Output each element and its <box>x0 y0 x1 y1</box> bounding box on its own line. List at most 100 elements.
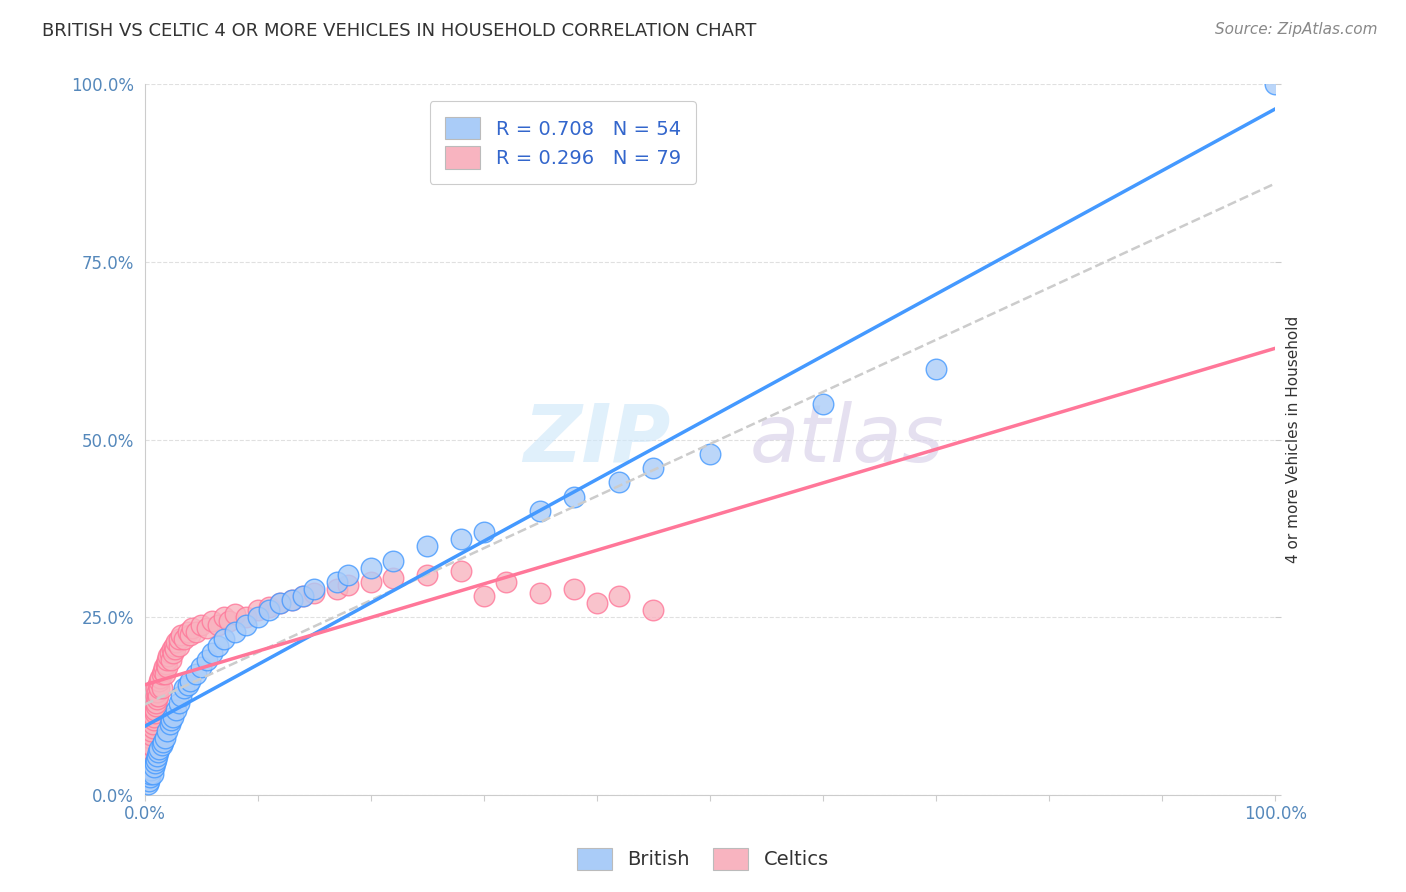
Point <box>201 646 224 660</box>
Point <box>337 567 360 582</box>
Point <box>269 596 291 610</box>
Point <box>925 361 948 376</box>
Point <box>162 710 184 724</box>
Point <box>142 766 165 780</box>
Point <box>143 703 166 717</box>
Point <box>562 490 585 504</box>
Point <box>159 714 181 728</box>
Point <box>184 667 207 681</box>
Point <box>150 667 173 681</box>
Point <box>142 717 165 731</box>
Point <box>450 564 472 578</box>
Y-axis label: 4 or more Vehicles in Household: 4 or more Vehicles in Household <box>1286 316 1301 564</box>
Point <box>136 759 159 773</box>
Point <box>201 614 224 628</box>
Point <box>146 685 169 699</box>
Point <box>167 696 190 710</box>
Point <box>156 653 179 667</box>
Point <box>184 624 207 639</box>
Point <box>212 632 235 646</box>
Point <box>176 624 198 639</box>
Point <box>269 596 291 610</box>
Point <box>176 678 198 692</box>
Point <box>235 610 257 624</box>
Point <box>148 746 170 760</box>
Point <box>291 589 314 603</box>
Point <box>146 749 169 764</box>
Point <box>145 752 167 766</box>
Point <box>159 717 181 731</box>
Point <box>235 617 257 632</box>
Legend: R = 0.708   N = 54, R = 0.296   N = 79: R = 0.708 N = 54, R = 0.296 N = 79 <box>430 102 696 184</box>
Point <box>190 617 212 632</box>
Point <box>157 649 180 664</box>
Point <box>139 739 162 753</box>
Point <box>195 653 218 667</box>
Point <box>181 621 204 635</box>
Point <box>609 475 631 490</box>
Point <box>138 773 160 788</box>
Point <box>150 739 173 753</box>
Point <box>170 689 193 703</box>
Point <box>326 582 349 596</box>
Point <box>609 589 631 603</box>
Point <box>246 610 269 624</box>
Point <box>141 763 163 777</box>
Point <box>170 628 193 642</box>
Point <box>207 639 229 653</box>
Point <box>280 592 302 607</box>
Point <box>141 739 163 753</box>
Point <box>165 703 187 717</box>
Point <box>167 632 190 646</box>
Point <box>153 731 176 746</box>
Point <box>139 742 162 756</box>
Point <box>159 646 181 660</box>
Point <box>139 766 162 780</box>
Point <box>302 585 325 599</box>
Point <box>416 567 439 582</box>
Point <box>162 646 184 660</box>
Point <box>811 397 834 411</box>
Point <box>291 589 314 603</box>
Point <box>529 504 551 518</box>
Point <box>224 624 246 639</box>
Point <box>146 692 169 706</box>
Point <box>152 664 174 678</box>
Point <box>141 728 163 742</box>
Point <box>173 681 195 696</box>
Point <box>212 610 235 624</box>
Point <box>155 657 177 671</box>
Point <box>643 461 665 475</box>
Point <box>148 674 170 689</box>
Point <box>1264 78 1286 92</box>
Point <box>153 660 176 674</box>
Point <box>167 639 190 653</box>
Point <box>416 539 439 553</box>
Point <box>150 681 173 696</box>
Point <box>141 724 163 739</box>
Point <box>156 724 179 739</box>
Point <box>699 447 721 461</box>
Point <box>382 571 405 585</box>
Point <box>382 553 405 567</box>
Point <box>143 706 166 721</box>
Point <box>165 642 187 657</box>
Point <box>257 599 280 614</box>
Text: BRITISH VS CELTIC 4 OR MORE VEHICLES IN HOUSEHOLD CORRELATION CHART: BRITISH VS CELTIC 4 OR MORE VEHICLES IN … <box>42 22 756 40</box>
Point <box>148 681 170 696</box>
Point <box>148 689 170 703</box>
Point <box>179 674 201 689</box>
Point <box>163 639 186 653</box>
Point <box>139 731 162 746</box>
Point <box>136 752 159 766</box>
Point <box>145 689 167 703</box>
Point <box>280 592 302 607</box>
Point <box>142 759 165 773</box>
Point <box>138 746 160 760</box>
Point <box>165 635 187 649</box>
Point <box>153 667 176 681</box>
Point <box>472 589 495 603</box>
Point <box>159 653 181 667</box>
Point <box>246 603 269 617</box>
Point <box>135 766 157 780</box>
